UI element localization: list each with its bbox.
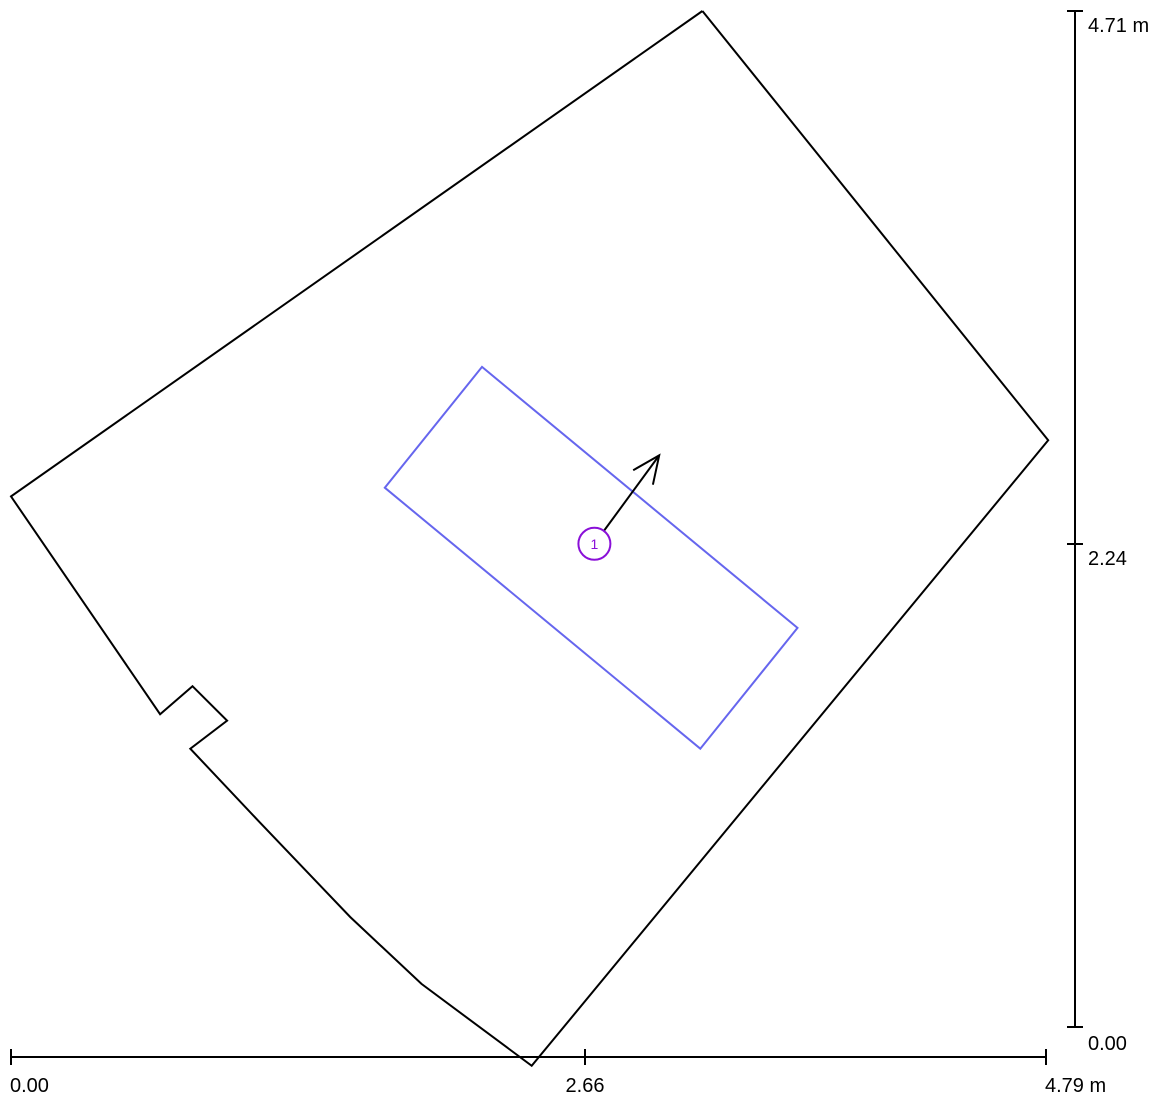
x-axis-tick-label-1: 2.66	[566, 1075, 605, 1097]
x-axis-tick-label-0: 0.00	[10, 1075, 49, 1097]
y-axis-tick-label-1: 2.24	[1088, 548, 1127, 570]
luminaire-marker[interactable]: 1	[577, 526, 612, 561]
x-axis-tick-label-2: 4.79 m	[1045, 1075, 1106, 1097]
room-outline	[9, 10, 1050, 1068]
x-axis: 0.00 2.66 4.79 m	[10, 1049, 1106, 1097]
luminaire-direction-arrow	[603, 453, 661, 532]
luminaire-outline[interactable]	[383, 365, 799, 751]
y-axis: 0.00 2.24 4.71 m	[1067, 10, 1149, 1055]
arrow-shaft	[603, 454, 661, 532]
arrow-head	[632, 453, 661, 485]
luminaire-id-label: 1	[591, 536, 599, 552]
y-axis-tick-label-2: 4.71 m	[1088, 15, 1149, 37]
luminaire-marker-circle	[577, 526, 612, 561]
y-axis-tick-label-0: 0.00	[1088, 1033, 1127, 1055]
